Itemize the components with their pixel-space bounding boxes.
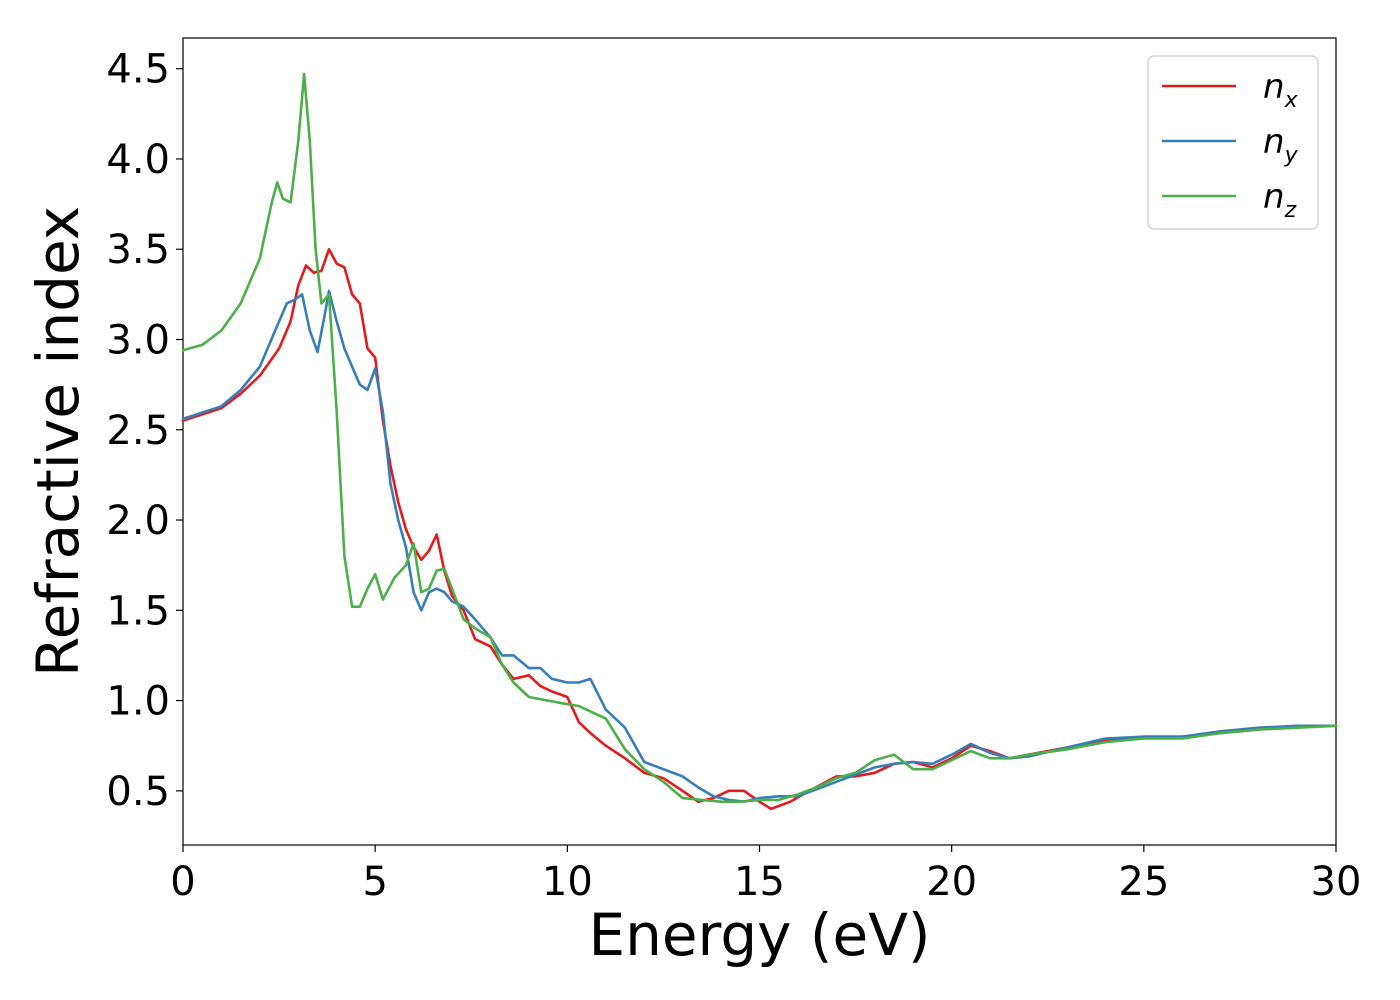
x-axis-label: Energy (eV): [588, 901, 930, 969]
y-tick-label: 2.5: [106, 408, 170, 454]
x-tick-label: 25: [1118, 859, 1169, 905]
legend-box: [1147, 55, 1319, 230]
y-tick-label: 2.0: [106, 498, 170, 544]
legend-label-base: n: [1263, 67, 1285, 107]
y-tick-label: 0.5: [106, 769, 170, 815]
y-tick-label: 4.5: [106, 47, 170, 93]
y-tick-label: 3.0: [106, 317, 170, 363]
y-tick-label: 1.5: [106, 588, 170, 634]
legend-label-base: n: [1263, 122, 1285, 162]
x-tick-label: 30: [1311, 859, 1362, 905]
series-line-y: [181, 289, 1338, 803]
y-axis-label: Refractive index: [24, 206, 92, 677]
y-tick-label: 1.0: [106, 679, 170, 725]
y-axis: 0.5 1.0 1.5 2.0 2.5 3.0 3.5 4.0 4.5: [106, 47, 183, 815]
x-axis: 0 5 10 15 20 25 30: [170, 845, 1361, 905]
legend-label-subscript: z: [1284, 198, 1297, 223]
x-tick-label: 10: [542, 859, 593, 905]
legend-label-y: ny: [1263, 122, 1299, 168]
x-tick-label: 20: [926, 859, 977, 905]
x-tick-label: 15: [734, 859, 785, 905]
legend-label-base: n: [1263, 177, 1285, 217]
legend-label-x: nx: [1263, 67, 1299, 113]
series-line-x: [181, 247, 1338, 811]
legend-label-subscript: y: [1284, 143, 1299, 168]
legend-label-z: nz: [1263, 177, 1297, 223]
series-layer: [181, 72, 1338, 811]
y-tick-label: 4.0: [106, 137, 170, 183]
legend-label-subscript: x: [1284, 88, 1299, 113]
series-line-z: [181, 72, 1338, 803]
x-tick-label: 0: [170, 859, 195, 905]
y-tick-label: 3.5: [106, 227, 170, 273]
x-tick-label: 5: [362, 859, 387, 905]
